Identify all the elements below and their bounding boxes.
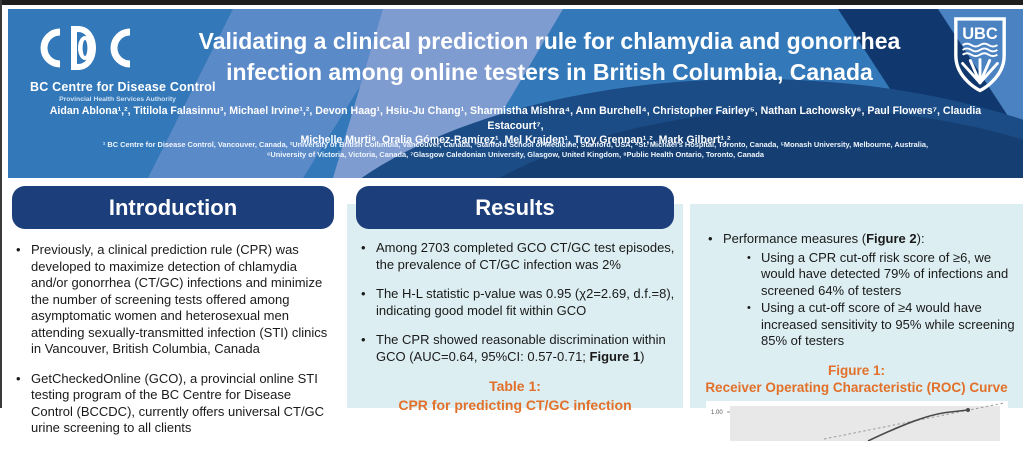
bullet-item: Previously, a clinical prediction rule (… [12, 242, 332, 358]
bccdc-logo-mark [40, 26, 131, 70]
performance-sub-bullet-list: Using a CPR cut-off risk score of ≥6, we… [723, 250, 1017, 350]
table1-caption: CPR for predicting CT/GC infection [398, 397, 632, 413]
bullet-item: Among 2703 completed GCO CT/GC test epis… [357, 240, 675, 273]
roc-curve-endpoint [965, 407, 970, 412]
authors: Aidan Ablona¹,², Titilola Falasinnu³, Mi… [48, 104, 983, 148]
performance-bullet: Performance measures (Figure 2): Using a… [704, 231, 1017, 350]
figure1-roc-chart: 1.00 [705, 400, 1008, 442]
figure1-caption: Receiver Operating Characteristic (ROC) … [705, 379, 1008, 395]
poster-screenshot: { "colors": { "header_blue": "#3379ba", … [0, 0, 1023, 408]
window-top-bar [0, 0, 1023, 5]
table1-label: Table 1: [489, 378, 541, 394]
results-section-header: Results [356, 186, 674, 229]
results-bullet-list: Among 2703 completed GCO CT/GC test epis… [347, 240, 683, 365]
results-section: Among 2703 completed GCO CT/GC test epis… [347, 204, 683, 413]
figure1-label: Figure 1: [827, 362, 885, 378]
roc-curve-plot: 1.00 [711, 402, 1004, 442]
window-left-edge [0, 0, 2, 408]
introduction-section-header: Introduction [12, 186, 334, 229]
results-right-section: Performance measures (Figure 2): Using a… [690, 204, 1023, 442]
poster-header: BC Centre for Disease Control Provincial… [8, 9, 1023, 178]
bullet-item: Using a CPR cut-off risk score of ≥6, we… [745, 250, 1017, 300]
affiliations-line1: ¹ BC Centre for Disease Control, Vancouv… [102, 140, 929, 149]
ubc-logo: UBC [951, 15, 1009, 112]
poster-title-line2: infection among online testers in Britis… [226, 59, 873, 85]
roc-y-tick-label: 1.00 [711, 410, 723, 416]
ubc-logo-text: UBC [962, 25, 998, 43]
affiliations-line2: ⁶University of Victoria, Victoria, Canad… [267, 150, 764, 159]
introduction-section: Introduction Previously, a clinical pred… [12, 186, 334, 450]
affiliations: ¹ BC Centre for Disease Control, Vancouv… [38, 140, 993, 160]
performance-bullet-text: Performance measures (Figure 2): [723, 231, 925, 246]
bullet-item: Using a cut-off score of ≥4 would have i… [745, 300, 1017, 350]
bullet-item: The CPR showed reasonable discrimination… [357, 332, 675, 365]
poster-title-line1: Validating a clinical prediction rule fo… [198, 28, 901, 54]
poster-title: Validating a clinical prediction rule fo… [176, 26, 923, 88]
performance-bullet-list: Performance measures (Figure 2): Using a… [690, 231, 1023, 350]
authors-line2: Michelle Murti⁸, Oralia Gómez-Ramírez¹, … [300, 134, 731, 146]
bccdc-logo-subtitle: Provincial Health Services Authority [59, 96, 176, 103]
header-background-art [8, 9, 1023, 178]
introduction-bullet-list: Previously, a clinical prediction rule (… [12, 242, 334, 437]
bullet-item: The H-L statistic p-value was 0.95 (χ2=2… [357, 286, 675, 319]
bullet-item: GetCheckedOnline (GCO), a provincial onl… [12, 371, 332, 437]
bccdc-logo: BC Centre for Disease Control Provincial… [30, 25, 216, 103]
authors-line1: Aidan Ablona¹,², Titilola Falasinnu³, Mi… [49, 105, 982, 132]
bccdc-logo-name: BC Centre for Disease Control [30, 80, 216, 94]
